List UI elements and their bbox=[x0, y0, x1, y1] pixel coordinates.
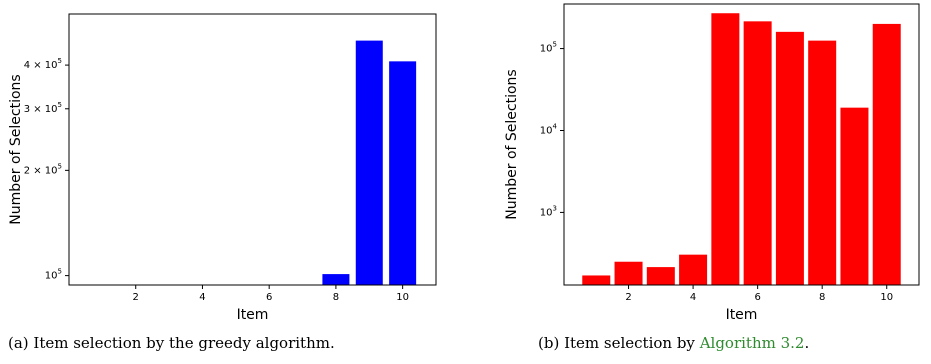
bar-item-10 bbox=[872, 23, 901, 285]
bar-item-7 bbox=[775, 31, 804, 286]
y-tick-label: 103 bbox=[540, 204, 557, 218]
bar-item-5 bbox=[711, 13, 740, 285]
y-tick-label: 105 bbox=[540, 41, 557, 55]
x-tick-label: 10 bbox=[396, 292, 409, 303]
plot-frame bbox=[68, 13, 437, 286]
x-tick-label: 4 bbox=[690, 292, 696, 303]
algorithm-link[interactable]: Algorithm 3.2 bbox=[699, 334, 805, 352]
plot-frame bbox=[563, 3, 920, 286]
x-tick-label: 2 bbox=[625, 292, 631, 303]
bar-item-9 bbox=[840, 107, 869, 286]
bar-item-4 bbox=[679, 254, 708, 285]
y-axis-label: Number of Selections bbox=[8, 74, 24, 224]
x-tick-label: 2 bbox=[133, 292, 139, 303]
x-tick-label: 10 bbox=[880, 292, 893, 303]
chart-greedy: 2 4 6 8 10 105 2 × 105 3 × 105 4 × 105 Item Number… bbox=[8, 13, 437, 323]
x-tick-label: 6 bbox=[754, 292, 760, 303]
figure: 2 4 6 8 10 105 2 × 105 3 × 105 4 × 105 Item Number… bbox=[8, 3, 920, 323]
caption-b-suffix: . bbox=[804, 334, 810, 352]
bar-item-10 bbox=[389, 61, 417, 286]
caption-a: (a) Item selection by the greedy algorit… bbox=[8, 334, 335, 352]
caption-b: (b) Item selection by Algorithm 3.2. bbox=[538, 334, 809, 352]
bar-item-8 bbox=[322, 274, 350, 285]
y-axis-label: Number of Selections bbox=[504, 69, 520, 219]
y-tick-label: 3 × 105 bbox=[24, 101, 62, 115]
x-axis-label: Item bbox=[726, 307, 758, 323]
y-tick-label: 104 bbox=[540, 122, 558, 136]
y-tick-label: 2 × 105 bbox=[24, 162, 62, 176]
y-tick-label: 105 bbox=[45, 268, 62, 282]
x-tick-label: 8 bbox=[819, 292, 825, 303]
y-tick-label: 4 × 105 bbox=[24, 57, 62, 71]
bar-item-2 bbox=[614, 261, 643, 285]
bar-item-9 bbox=[355, 40, 383, 285]
bar-item-6 bbox=[743, 21, 772, 286]
bar-item-8 bbox=[808, 40, 837, 286]
caption-b-prefix: (b) Item selection by bbox=[538, 334, 700, 352]
chart-algorithm: 2 4 6 8 10 103 104 105 Item Number of Selections bbox=[504, 3, 920, 323]
caption-a-text: (a) Item selection by the greedy algorit… bbox=[8, 334, 335, 352]
x-tick-label: 8 bbox=[333, 292, 339, 303]
x-tick-label: 4 bbox=[199, 292, 205, 303]
x-axis-label: Item bbox=[237, 307, 269, 323]
bar-item-3 bbox=[646, 267, 675, 285]
x-tick-label: 6 bbox=[266, 292, 272, 303]
bar-item-1 bbox=[582, 275, 611, 285]
